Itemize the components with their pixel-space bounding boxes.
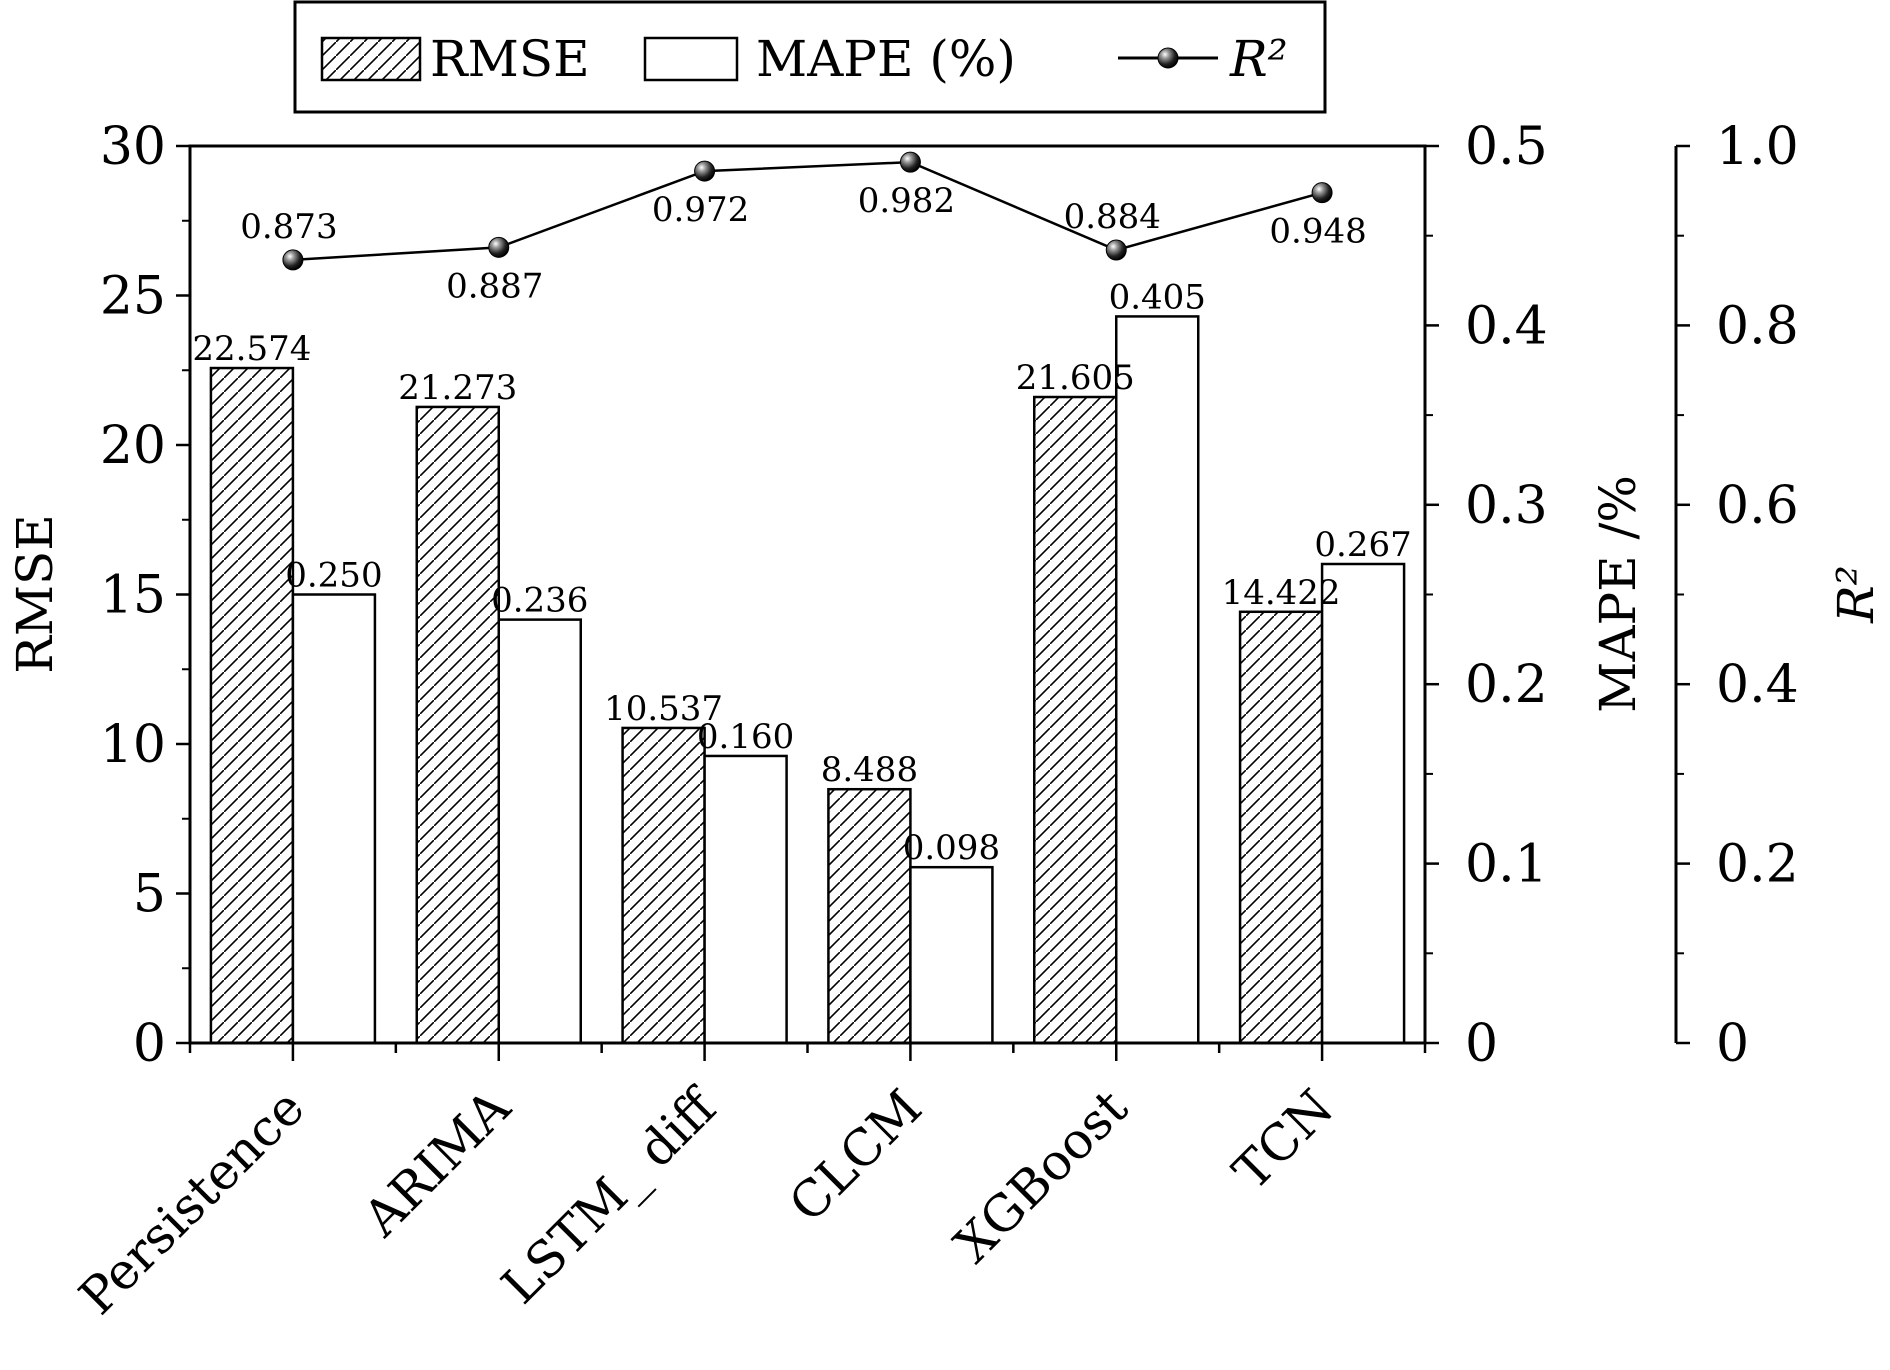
y-left-tick-label: 15 [100,566,166,626]
bars-layer [209,315,1406,1045]
bar-rmse [621,726,706,1045]
data-label-mape: 0.267 [1314,525,1411,565]
data-label-rmse: 21.605 [1016,358,1135,398]
legend-label-r2: R² [1229,30,1288,88]
bar-mape [909,865,994,1045]
y-axis-left-title: RMSE [6,514,64,674]
data-label-mape: 0.160 [697,717,794,757]
bar-mape [1320,562,1406,1045]
x-tick-label: XGBoost [943,1078,1138,1273]
r2-line [292,160,1323,262]
r2-point [1311,182,1333,204]
r2-point [1105,239,1127,261]
y-left-tick-label: 30 [100,117,166,177]
data-label-mape: 0.098 [903,828,1000,868]
y-right-mape-tick-label: 0.5 [1465,117,1548,177]
y-left-tick-label: 10 [100,715,166,775]
data-label-rmse: 10.537 [604,689,723,729]
y-right-mape-tick-label: 0.2 [1465,655,1548,715]
y-left-tick-label: 0 [133,1014,166,1074]
r2-point [694,160,716,182]
bar-mape [291,593,377,1045]
y-right-r2-tick-label: 0 [1716,1014,1749,1074]
y-axis-left: 0 5 10 15 20 25 30 [100,117,190,1074]
x-tick-label: TCN [1222,1078,1345,1201]
x-tick-label: LSTM_ diff [491,1076,730,1315]
x-tick-label: ARIMA [352,1078,522,1248]
y-right-mape-tick-label: 0.1 [1465,835,1548,895]
y-right-r2-tick-label: 0.8 [1716,296,1799,356]
bar-rmse [1033,395,1118,1045]
bar-mape [703,754,788,1045]
y-right-mape-tick-label: 0.3 [1465,476,1548,536]
r2-point [488,236,510,258]
legend-marker-r2 [1157,47,1179,69]
bar-mape [1115,315,1200,1045]
data-label-rmse: 22.574 [192,329,311,369]
y-right-r2-tick-label: 0.4 [1716,655,1799,715]
data-label-r2: 0.884 [1064,197,1161,237]
legend-label-rmse: RMSE [430,30,590,88]
data-label-mape: 0.405 [1109,277,1206,317]
y-left-tick-label: 5 [133,865,166,925]
x-tick-label: CLCM [778,1078,933,1233]
y-right-mape-tick-label: 0.4 [1465,296,1548,356]
data-label-r2: 0.982 [858,181,955,221]
bar-rmse [415,405,500,1045]
data-label-mape: 0.236 [491,581,588,621]
y-axis-right-mape-title: MAPE /% [1589,475,1647,713]
bar-mape [497,618,582,1045]
r2-point [282,249,304,271]
y-left-tick-label: 20 [100,416,166,476]
data-label-rmse: 21.273 [398,368,517,408]
y-right-r2-tick-label: 0.2 [1716,835,1799,895]
y-left-tick-label: 25 [100,267,166,327]
y-right-r2-tick-label: 0.6 [1716,476,1799,536]
legend: RMSE MAPE (%) R² [293,0,1327,114]
data-label-mape: 0.250 [285,556,382,596]
y-right-r2-tick-label: 1.0 [1716,117,1799,177]
legend-swatch-mape [643,36,739,82]
y-right-mape-tick-label: 0 [1465,1014,1498,1074]
data-label-r2: 0.873 [240,207,337,247]
r2-line-layer [282,151,1333,271]
data-label-r2: 0.887 [446,266,543,306]
y-axis-right-mape: 0 0.1 0.2 0.3 0.4 0.5 [1425,117,1548,1074]
r2-point [899,151,921,173]
x-tick-label: Persistence [68,1078,315,1325]
y-axis-right-r2-title: R² [1827,565,1885,624]
y-axis-right-r2: 0 0.2 0.4 0.6 0.8 1.0 [1674,117,1799,1074]
legend-swatch-rmse [320,36,422,82]
data-label-rmse: 14.422 [1222,573,1341,613]
data-label-rmse: 8.488 [821,750,918,790]
bar-rmse [1238,610,1324,1045]
bar-rmse [209,366,295,1045]
legend-label-mape: MAPE (%) [756,30,1016,88]
bar-rmse [827,787,912,1045]
data-label-r2: 0.972 [652,190,749,230]
data-label-r2: 0.948 [1269,212,1366,252]
